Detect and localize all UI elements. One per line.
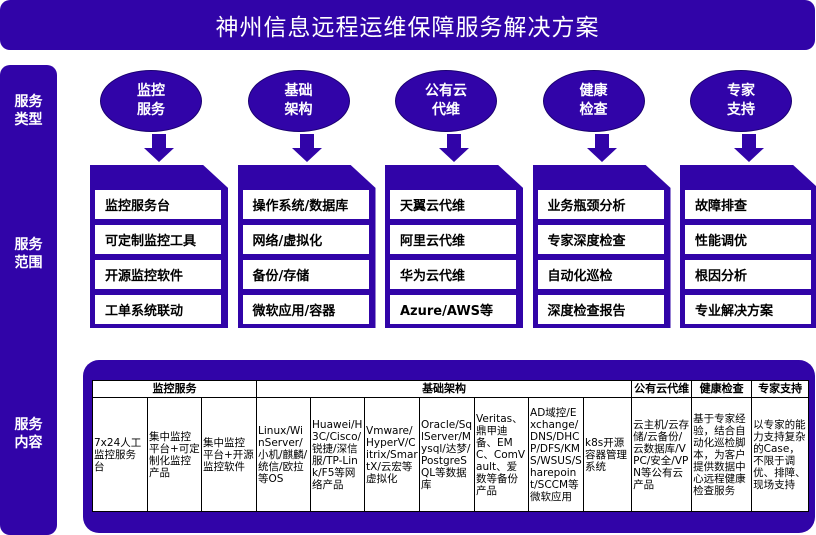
arrow-down-icon — [734, 134, 764, 162]
scope-card-infrastructure: 操作系统/数据库 网络/虚拟化 备份/存储微软应用/容器 — [237, 165, 376, 328]
arrow-down-icon — [586, 134, 617, 162]
scope-item: 备份/存储 — [242, 260, 369, 289]
table-header: 专家支持 — [751, 380, 810, 398]
scope-card-monitoring: 监控服务台可定制监控工具 开源监控软件 工单系统联动 — [90, 165, 228, 328]
scope-item: 可定制监控工具 — [95, 225, 221, 254]
scope-item: Azure/AWS等 — [390, 295, 516, 324]
table-cell: AD域控/Exchange/DNS/DHCP/DFS/KMS/WSUS/Shar… — [528, 397, 585, 512]
scope-card-public-cloud: 天翼云代维阿里云代维华为云代维 Azure/AWS等 — [385, 165, 523, 328]
scope-item: 阿里云代维 — [390, 225, 516, 254]
scope-item: 工单系统联动 — [95, 295, 221, 324]
scope-card-health-check: 业务瓶颈分析 专家深度检查 自动化巡检深度检查报告 — [532, 165, 671, 328]
table-cell: Vmware/HyperV/Citrix/SmartX/云宏等虚拟化 — [364, 397, 421, 512]
table-cell: Linux/WinServer/小机/麒麟/统信/欧拉等OS — [256, 397, 312, 512]
scope-item: 深度检查报告 — [537, 295, 664, 324]
scope-item: 微软应用/容器 — [242, 295, 369, 324]
scope-item: 性能调优 — [685, 225, 811, 254]
arrow-down-icon — [439, 134, 469, 162]
table-cell: k8s开源容器管理系统 — [583, 397, 633, 512]
scope-item: 自动化巡检 — [537, 260, 664, 289]
table-cell: Huawei/H3C/Cisco/锐捷/深信服/TP-Link/F5等网络产品 — [310, 397, 366, 512]
scope-item: 专家深度检查 — [537, 225, 664, 254]
table-cell: Veritas、鼎甲迪备、EMC、ComVault、爱数等备份产品 — [474, 397, 530, 512]
table-header: 健康检查 — [691, 380, 753, 398]
type-public-cloud: 公有云 代维 — [395, 70, 497, 132]
arrow-down-icon — [291, 134, 322, 162]
table-header: 公有云代维 — [631, 380, 693, 398]
scope-item: 网络/虚拟化 — [242, 225, 369, 254]
scope-item: 操作系统/数据库 — [242, 190, 369, 219]
type-monitoring: 监控 服务 — [100, 70, 202, 132]
table-cell: 7x24人工监控服务台 — [92, 397, 148, 512]
type-infrastructure: 基础 架构 — [247, 70, 350, 132]
scope-card-expert-support: 故障排查性能调优根因分析专业解决方案 — [680, 165, 816, 328]
scope-item: 业务瓶颈分析 — [537, 190, 664, 219]
table-cell: 以专家的能力支持复杂的Case，不限于调优、排障、现场支持 — [751, 397, 810, 512]
label-service-scope: 服务 范围 — [14, 237, 43, 271]
type-expert-support: 专家 支持 — [690, 70, 792, 132]
type-health-check: 健康 检查 — [542, 70, 645, 132]
table-header: 基础架构 — [256, 380, 633, 398]
label-service-content: 服务 内容 — [14, 417, 43, 451]
label-service-type: 服务 类型 — [14, 94, 43, 128]
scope-item: 监控服务台 — [95, 190, 221, 219]
table-cell: 基于专家经验，结合自动化巡检脚本，为客户提供数据中心远程健康检查服务 — [691, 397, 753, 512]
page-title: 神州信息远程运维保障服务解决方案 — [215, 15, 600, 41]
scope-item: 开源监控软件 — [95, 260, 221, 289]
scope-item: 天翼云代维 — [390, 190, 516, 219]
arrow-down-icon — [144, 134, 174, 162]
side-bar — [0, 65, 57, 535]
scope-item: 专业解决方案 — [685, 295, 811, 324]
scope-item: 根因分析 — [685, 260, 811, 289]
scope-item: 故障排查 — [685, 190, 811, 219]
service-content-table: 监控服务 基础架构 公有云代维 健康检查 专家支持 7x24人工监控服务台 集中监控平台+可… — [91, 380, 810, 512]
table-cell: 集中监控平台+开源监控软件 — [200, 397, 258, 512]
table-cell: Oracle/SqlServer/Mysql/达梦/PostgreSQL等数据库 — [419, 397, 476, 512]
table-cell: 集中监控平台+可定制化监控产品 — [147, 397, 202, 512]
table-cell: 云主机/云存储/云备份/云数据库/VPC/安全/VPN等公有云产品 — [631, 397, 693, 512]
scope-item: 华为云代维 — [390, 260, 516, 289]
title-bar: 神州信息远程运维保障服务解决方案 — [0, 0, 815, 50]
table-header: 监控服务 — [91, 380, 258, 398]
